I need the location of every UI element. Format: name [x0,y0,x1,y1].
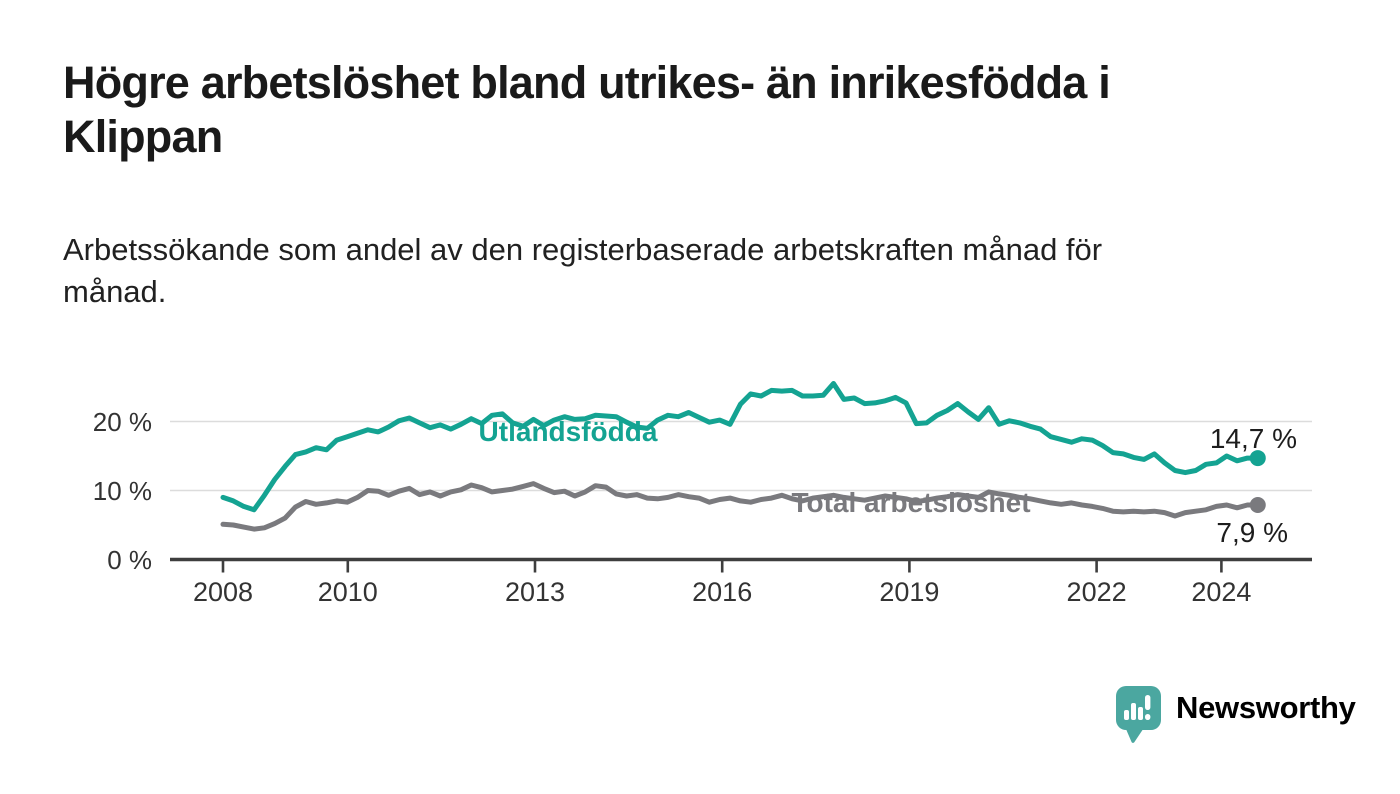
page-subtitle: Arbetssökande som andel av den registerb… [63,229,1102,313]
page-subtitle-line-1: Arbetssökande som andel av den registerb… [63,232,1103,267]
y-tick-label-20: 20 % [92,406,152,437]
x-tick-label-2013: 2013 [504,577,566,607]
end-value-label-total-arbetsloshet: 7,9 % [1216,517,1288,548]
page-title: Högre arbetslöshet bland utrikes- än inr… [63,56,1111,164]
series-label-total-arbetsloshet: Total arbetslöshet [791,487,1031,518]
y-tick-label-0: 0 % [107,544,152,575]
logo-wordmark: Newsworthy [1176,690,1356,725]
speech-bubble-bar-chart-icon [1116,686,1161,743]
series-label-utlandsfodda: Utlandsfödda [478,416,658,447]
total-arbetsl-shet-end-dot [1249,496,1266,513]
x-tick-label-2016: 2016 [692,577,753,607]
y-tick-label-10: 10 % [92,475,152,506]
page-title-line-2: Klippan [63,111,223,162]
x-tick-label-2010: 2010 [317,577,378,607]
x-tick-label-2019: 2019 [879,577,940,607]
page-subtitle-line-2: månad. [63,274,167,309]
x-tick-label-2024: 2024 [1191,577,1252,607]
utlandsf-dda-end-dot [1249,450,1266,467]
x-tick-label-2008: 2008 [192,577,254,607]
newsworthy-logo: Newsworthy [1116,686,1356,743]
x-tick-label-2022: 2022 [1066,577,1127,607]
utlandsf-dda-line [220,381,1261,513]
total-arbetsl-shet-line [220,481,1261,532]
end-value-label-utlandsfodda: 14,7 % [1209,423,1297,454]
page-title-line-1: Högre arbetslöshet bland utrikes- än inr… [63,57,1111,108]
